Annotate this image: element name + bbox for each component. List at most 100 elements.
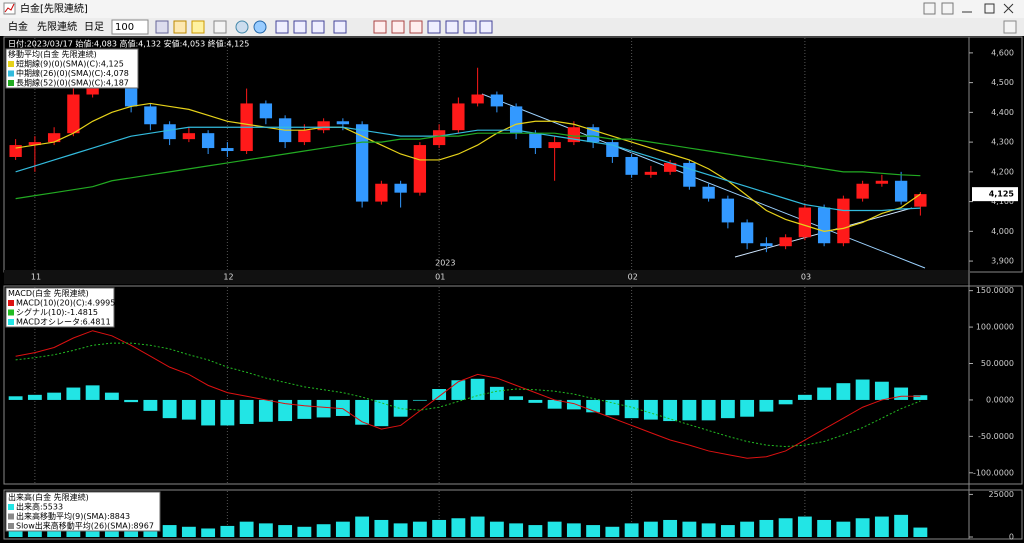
volume-bar <box>124 526 139 537</box>
legend-entry: シグナル(10):-1.4815 <box>16 307 98 317</box>
legend-box <box>5 491 161 532</box>
candle-body <box>28 142 42 146</box>
candle-body <box>182 133 196 140</box>
candle-body <box>144 106 157 125</box>
oscillator-bar <box>432 389 447 400</box>
tool-icon[interactable] <box>235 20 249 34</box>
window-buttons[interactable] <box>923 2 1014 15</box>
legend-entry: 長期線(52)(0)(SMA)(C):4,187 <box>16 78 129 88</box>
volume-bar <box>412 521 427 537</box>
oscillator-bar <box>894 387 909 400</box>
y-tick-label: 4,500 <box>991 78 1014 87</box>
oscillator-bar <box>817 387 832 400</box>
volume-bar <box>894 514 909 537</box>
tool-icon[interactable] <box>409 20 423 34</box>
y-tick-label: 4,600 <box>991 48 1014 57</box>
maximize-button[interactable] <box>984 3 995 14</box>
oscillator-bar <box>66 387 81 400</box>
tool-icon[interactable] <box>213 20 227 34</box>
oscillator-bar <box>682 399 697 421</box>
candle-body <box>663 162 677 172</box>
candle-body <box>432 130 446 146</box>
tool-button[interactable] <box>923 2 936 15</box>
title-bar: 白金[先限連続] <box>0 0 1024 18</box>
candle-body <box>9 145 22 157</box>
tool-icon[interactable] <box>479 20 493 34</box>
oscillator-bar <box>509 396 524 400</box>
oscillator-bar <box>393 399 408 417</box>
count-value[interactable]: 100 <box>115 22 134 33</box>
tool-icon[interactable] <box>293 20 307 34</box>
tool-icon[interactable] <box>427 20 441 34</box>
candle-body <box>221 148 234 152</box>
oscillator-bar <box>355 399 370 425</box>
info-line: 日付:2023/03/17 始値:4,083 高値:4,132 安値:4,053… <box>8 39 249 49</box>
legend-swatch <box>8 80 14 86</box>
volume-bar <box>720 525 735 537</box>
macd-panel-frame <box>3 285 1023 485</box>
legend-swatch <box>8 523 14 529</box>
oscillator-bar <box>85 385 100 400</box>
legend-swatch <box>8 309 14 316</box>
volume-bar <box>509 523 524 537</box>
tool-icon[interactable] <box>253 20 267 34</box>
y-tick-label: 4,000 <box>991 227 1014 236</box>
volume-bar <box>489 521 504 537</box>
oscillator-bar <box>181 399 196 420</box>
count-input[interactable] <box>111 19 149 35</box>
volume-bar <box>913 527 928 537</box>
legend-swatch <box>8 70 14 77</box>
app-icon-line <box>4 3 15 13</box>
toolbar-bg <box>0 18 1024 36</box>
oscillator-bar <box>278 399 293 422</box>
moving-average-line <box>15 102 921 232</box>
tool-icon[interactable] <box>373 20 387 34</box>
tool-button[interactable] <box>941 2 954 15</box>
tool-icon[interactable] <box>275 20 289 34</box>
oscillator-bar <box>335 399 350 416</box>
tool-icon[interactable] <box>311 20 325 34</box>
volume-bar <box>643 521 658 537</box>
macd-line <box>15 330 921 459</box>
x-tick-label: 01 <box>435 273 445 282</box>
volume-bar <box>162 525 177 537</box>
tool-icon[interactable] <box>445 20 459 34</box>
oscillator-bar <box>797 394 812 400</box>
oscillator-bar <box>778 399 793 405</box>
oscillator-bar <box>316 399 331 418</box>
y-tick-label: 4,200 <box>991 167 1014 176</box>
oscillator-bar <box>913 395 928 400</box>
tool-icon[interactable] <box>155 20 169 34</box>
candle-body <box>67 94 80 134</box>
toolbar-item[interactable]: 先限連続 <box>37 20 77 33</box>
toolbar-item[interactable]: 白金 <box>8 20 28 33</box>
close-button[interactable] <box>1003 3 1014 14</box>
toolbar-item[interactable]: 日足 <box>84 21 104 33</box>
candle-body <box>760 243 773 247</box>
volume-bar <box>701 523 716 537</box>
x-axis-strip <box>4 270 970 284</box>
candle-body <box>548 142 561 149</box>
volume-bar <box>432 519 447 537</box>
y-tick-label: 0.0000 <box>986 395 1014 404</box>
tool-icon[interactable] <box>463 20 477 34</box>
oscillator-bar <box>643 399 658 420</box>
x-tick-label: 11 <box>31 273 41 282</box>
tool-icon[interactable] <box>173 20 187 34</box>
oscillator-bar <box>162 399 177 419</box>
oscillator-bar <box>239 399 254 424</box>
year-label: 2023 <box>435 259 455 268</box>
y-tick-label: -100.0000 <box>973 468 1014 477</box>
tool-icon[interactable] <box>191 20 205 34</box>
candle-body <box>298 130 311 143</box>
oscillator-bar <box>104 392 119 400</box>
tool-icon[interactable] <box>1003 20 1017 34</box>
tool-icon[interactable] <box>333 20 347 34</box>
volume-bar <box>836 521 851 537</box>
volume-bar <box>316 524 331 537</box>
tool-icon[interactable] <box>391 20 405 34</box>
oscillator-bar <box>124 399 139 403</box>
candle-body <box>529 133 542 149</box>
oscillator-bar <box>528 399 543 403</box>
volume-bar <box>239 521 254 537</box>
